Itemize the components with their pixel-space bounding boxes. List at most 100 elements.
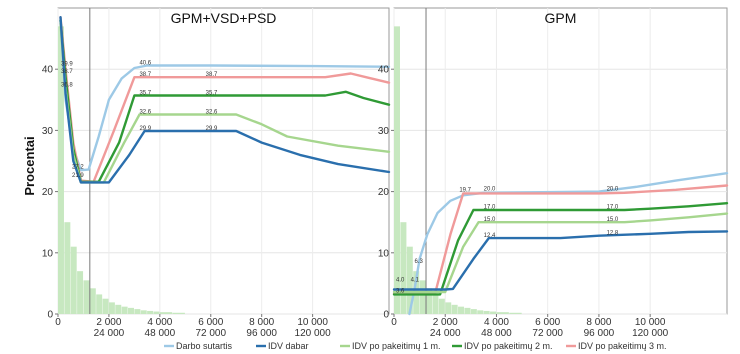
histogram-bar	[464, 307, 471, 314]
panel-1: 39.938.736.827.221.940.638.7 38.735.7 35.7…	[42, 7, 391, 339]
x-tick-label: 8 000	[586, 317, 611, 328]
panel-frame	[393, 7, 728, 315]
x-tick-label-secondary: 96 000	[246, 328, 277, 339]
histogram-bar	[477, 310, 484, 314]
histogram-bar	[490, 311, 497, 314]
histogram-bar	[394, 26, 401, 315]
data-label: 21.9	[72, 173, 84, 179]
data-label: 6.3	[414, 259, 423, 265]
histogram-bar	[77, 271, 84, 314]
histogram-bar	[470, 309, 477, 314]
x-tick-label-secondary: 72 000	[195, 328, 226, 339]
legend-label: IDV dabar	[268, 341, 309, 351]
histogram-bar	[96, 294, 103, 314]
x-tick-label-secondary: 48 000	[481, 328, 512, 339]
y-tick-label: 10	[42, 248, 54, 259]
data-label: 36.8	[61, 82, 73, 88]
legend-item: IDV po pakeitimų 1 m.	[340, 341, 441, 351]
series-line-idv-po-pakeitim-2-m-	[392, 202, 729, 296]
histogram-bar	[438, 298, 445, 314]
legend-item: IDV po pakeitimų 3 m.	[566, 341, 667, 351]
legend-label: IDV po pakeitimų 3 m.	[578, 341, 667, 351]
histogram-bar	[147, 310, 154, 314]
histogram-bar	[58, 26, 64, 315]
data-label: 4.1	[411, 278, 420, 284]
x-tick-label: 2 000	[433, 317, 458, 328]
histogram-bar	[102, 298, 109, 314]
data-label: 38.7	[206, 72, 218, 78]
x-tick-label-secondary: 24 000	[94, 328, 125, 339]
histogram-bar	[509, 312, 522, 314]
legend-label: IDV po pakeitimų 1 m.	[352, 341, 441, 351]
x-tick-label-secondary: 120 000	[632, 328, 669, 339]
data-label: 29.9	[206, 126, 218, 132]
histogram-bar	[70, 246, 77, 314]
chart-panels: 39.938.736.827.221.940.638.7 38.735.7 35.7…	[42, 7, 729, 339]
y-tick-label: 30	[42, 126, 54, 137]
panel-title: GPM+VSD+PSD	[171, 10, 277, 26]
data-label: 12.8	[607, 230, 619, 236]
panel-frame	[57, 7, 390, 315]
histogram-bar	[128, 307, 134, 314]
histogram-bar	[419, 280, 426, 314]
data-label: 20.0	[607, 186, 619, 192]
x-tick-label: 4 000	[484, 317, 509, 328]
data-label: 12.4	[484, 233, 496, 239]
histogram-bar	[445, 302, 452, 314]
histogram-bar	[115, 304, 122, 314]
x-tick-label: 6 000	[535, 317, 560, 328]
data-label: 38.7	[61, 69, 73, 75]
y-tick-label: 10	[378, 248, 390, 259]
legend-item: Darbo sutartis	[164, 341, 233, 351]
data-label: 32.6	[139, 109, 151, 115]
data-label: 4.0	[396, 278, 405, 284]
x-tick-label-secondary: 96 000	[584, 328, 615, 339]
data-label: 32.6	[206, 109, 218, 115]
legend-label: Darbo sutartis	[176, 341, 233, 351]
histogram-bar	[496, 312, 509, 314]
x-tick-label-secondary: 120 000	[295, 328, 332, 339]
y-tick-label: 20	[378, 187, 390, 198]
data-label: 15.0	[607, 217, 619, 223]
histogram-bar	[172, 312, 185, 314]
chart-legend: Darbo sutartis IDV dabar IDV po pakeitimų …	[164, 341, 667, 351]
data-label: 27.2	[72, 164, 84, 170]
data-label: 17.0	[607, 205, 619, 211]
histogram-bar	[83, 280, 90, 314]
histogram-bar	[426, 288, 433, 314]
legend-item: IDV dabar	[256, 341, 309, 351]
data-label: 40.6	[139, 60, 151, 66]
histogram-bar	[121, 306, 128, 314]
series-line-darbo-sutartis	[408, 172, 729, 316]
data-label: 3.6	[396, 289, 405, 295]
y-tick-label: 40	[42, 65, 54, 76]
histogram-bar	[108, 302, 115, 314]
x-tick-label: 4 000	[147, 317, 172, 328]
data-label: 35.7	[139, 90, 151, 96]
y-axis-label: Procentai	[22, 136, 37, 195]
histogram-bar	[432, 294, 439, 314]
data-label: 38.7	[139, 72, 151, 78]
histogram-bar	[64, 222, 71, 314]
x-tick-label: 0	[55, 317, 61, 328]
x-tick-label: 2 000	[96, 317, 121, 328]
data-label: 39.9	[61, 62, 73, 68]
histogram-bar	[458, 306, 465, 314]
x-tick-label: 6 000	[198, 317, 223, 328]
y-tick-label: 0	[47, 310, 53, 321]
legend-label: IDV po pakeitimų 2 m.	[464, 341, 553, 351]
series-line-idv-po-pakeitim-3-m-	[392, 184, 729, 295]
x-tick-label-secondary: 48 000	[145, 328, 176, 339]
data-label: 19.7	[459, 188, 471, 194]
data-label: 20.0	[484, 186, 496, 192]
histogram-bar	[89, 288, 96, 314]
data-label: 35.7	[206, 90, 218, 96]
histogram-bar	[451, 304, 458, 314]
panel-2: 4.0 3.6 4.1 6.3 19.7 20.0 20.0 17.0 17.0 15.0 15.0…	[378, 7, 729, 339]
histogram-bar	[134, 309, 141, 314]
y-tick-label: 40	[378, 65, 390, 76]
x-tick-label-secondary: 72 000	[532, 328, 563, 339]
legend-item: IDV po pakeitimų 2 m.	[452, 341, 553, 351]
data-label: 17.0	[484, 205, 496, 211]
